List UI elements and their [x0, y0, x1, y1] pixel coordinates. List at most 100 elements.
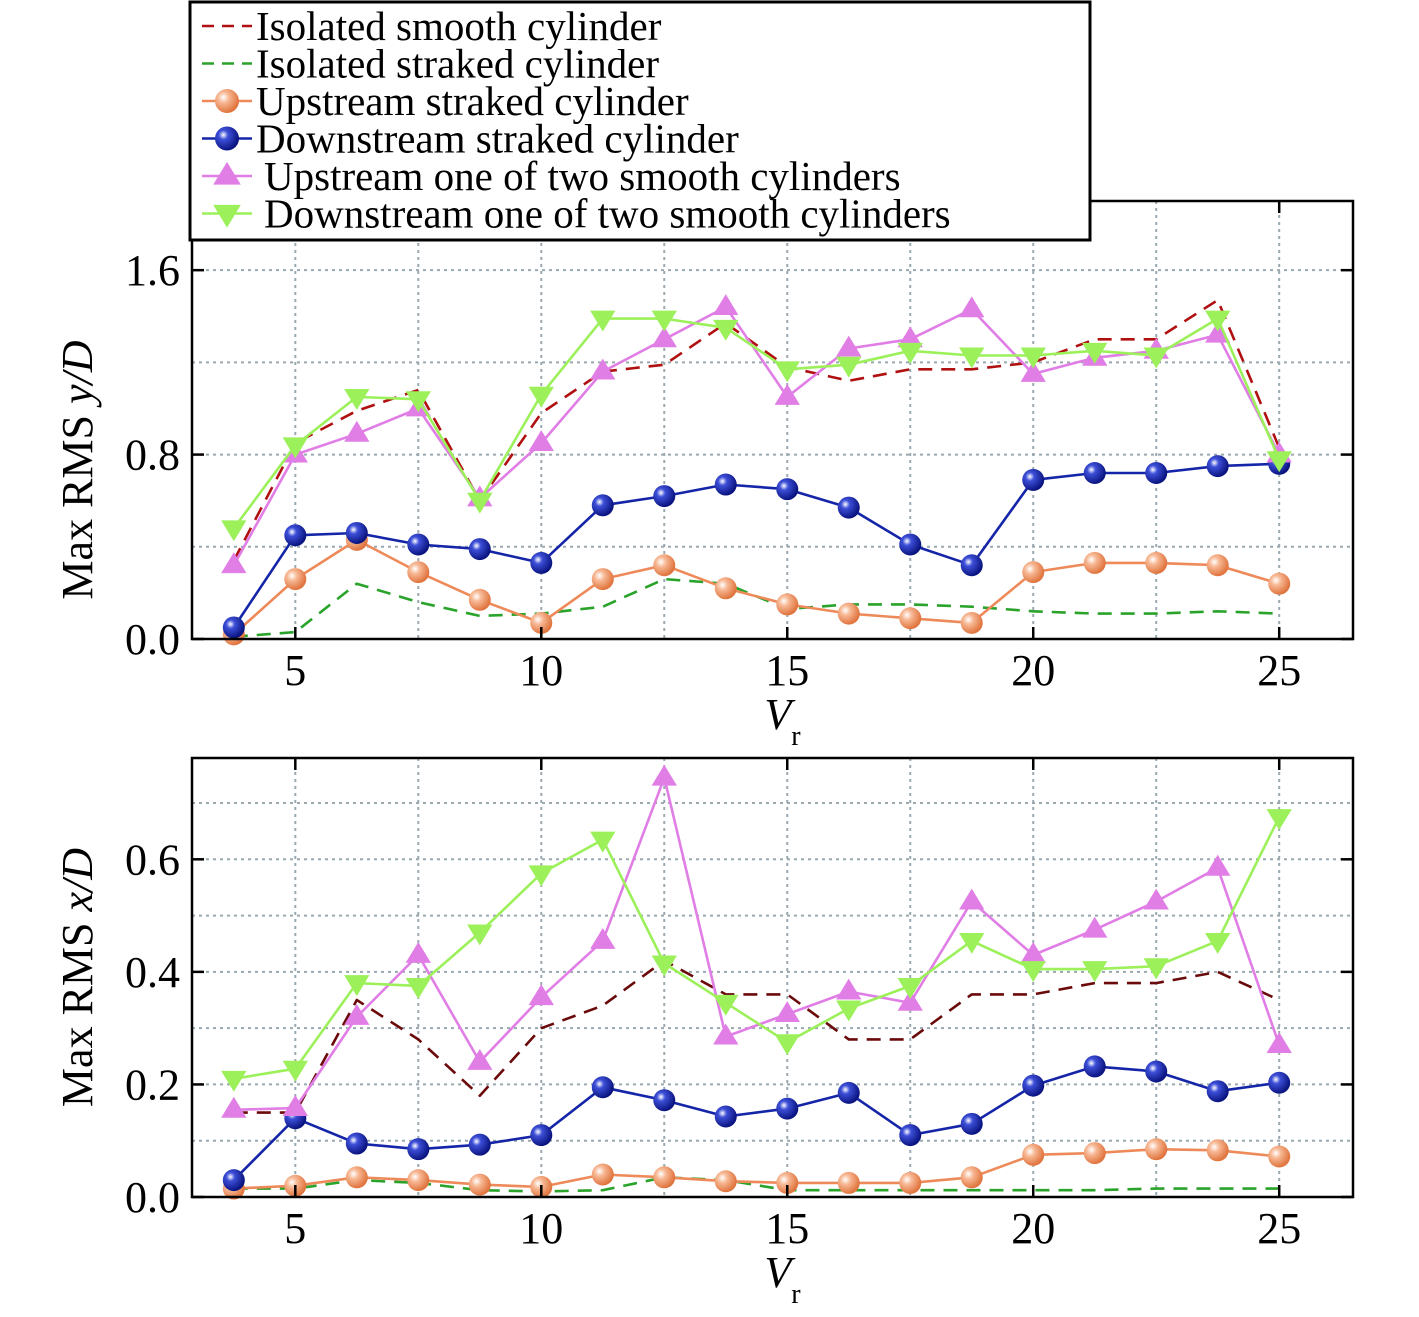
legend-label: Downstream straked cylinder [256, 116, 739, 162]
legend-label: Downstream one of two smooth cylinders [264, 191, 951, 237]
x-tick-label: 25 [1257, 1204, 1301, 1253]
data-point [345, 1166, 368, 1189]
x-tick-label: 20 [1011, 646, 1055, 695]
data-point [1143, 347, 1169, 369]
data-point [1206, 1139, 1229, 1162]
data-point [1205, 310, 1231, 332]
data-point [1022, 1143, 1045, 1166]
data-point [528, 430, 554, 451]
series-line [232, 462, 1280, 629]
data-point [1020, 961, 1046, 983]
data-point [1020, 347, 1046, 369]
data-point [1082, 916, 1108, 938]
series-line [233, 1147, 1280, 1190]
y-tick-label: 0.0 [125, 615, 180, 664]
data-point [344, 975, 370, 997]
data-point [221, 1096, 247, 1118]
data-point [959, 932, 985, 954]
series-1 [233, 959, 1280, 1114]
data-point [837, 496, 860, 519]
data-point [651, 955, 677, 977]
data-point [1268, 572, 1291, 595]
data-point [653, 485, 676, 508]
data-point [1266, 809, 1292, 831]
y-tick-label: 0.0 [125, 1173, 180, 1222]
legend-label: Upstream one of two smooth cylinders [264, 153, 901, 199]
y-axis-label-var: x/D [53, 848, 102, 913]
data-point [837, 1081, 860, 1104]
data-point [282, 437, 308, 459]
y-axis-label: Max RMS x/D [53, 848, 102, 1107]
data-point [960, 1112, 983, 1135]
data-point [897, 989, 923, 1011]
legend-label: Isolated straked cylinder [256, 41, 659, 87]
y-axis-label-prefix: Max RMS [53, 911, 102, 1107]
x-tick-label: 5 [284, 646, 306, 695]
x-tick-label: 15 [765, 1204, 809, 1253]
legend-label: Upstream straked cylinder [256, 78, 689, 124]
data-point [651, 310, 677, 332]
data-point [713, 319, 739, 341]
legend-swatch-marker [215, 126, 239, 151]
x-tick-label: 20 [1011, 1204, 1055, 1253]
data-point [899, 533, 922, 556]
data-point [221, 552, 247, 574]
data-point [590, 831, 616, 853]
y-tick-label: 0.2 [125, 1060, 180, 1109]
x-axis-label-main: V [764, 1248, 796, 1297]
legend-swatch-marker [213, 161, 241, 185]
data-point [282, 1060, 308, 1082]
data-point [468, 538, 491, 561]
legend-entry: Upstream straked cylinder [202, 78, 689, 124]
x-tick-label: 10 [519, 1204, 563, 1253]
data-point [590, 927, 616, 949]
data-point [836, 335, 862, 357]
legend-swatch-marker [213, 204, 241, 228]
data-point [1205, 854, 1231, 876]
x-tick-label: 15 [765, 646, 809, 695]
data-point [405, 978, 431, 999]
data-point [776, 1171, 799, 1194]
data-point [713, 294, 739, 315]
series-5 [221, 764, 1292, 1118]
data-point [1145, 1138, 1168, 1161]
data-point [528, 386, 554, 408]
data-point [1082, 961, 1108, 983]
data-point [405, 391, 431, 413]
data-point [1020, 942, 1046, 963]
legend-label: Isolated smooth cylinder [256, 3, 662, 49]
x-axis-label-sub: r [791, 1279, 801, 1310]
data-point [345, 1132, 368, 1155]
data-point [836, 978, 862, 1000]
data-point [407, 1169, 430, 1192]
data-point [407, 561, 430, 584]
data-point [468, 1173, 491, 1196]
y-tick-label: 0.8 [125, 431, 180, 480]
data-point [653, 554, 676, 577]
data-point [407, 533, 430, 556]
data-point [899, 1171, 922, 1194]
legend-entry: Isolated straked cylinder [202, 41, 659, 87]
series-line [233, 776, 1281, 1112]
data-point [774, 1034, 800, 1056]
data-point [407, 1138, 430, 1161]
plot-frame [190, 756, 1355, 1199]
data-point [653, 1166, 676, 1189]
data-point [344, 420, 370, 442]
x-tick-label: 10 [519, 646, 563, 695]
series-1 [232, 298, 1281, 562]
data-point [774, 383, 800, 405]
y-tick-label: 1.6 [125, 246, 180, 295]
data-point [1022, 1074, 1045, 1097]
data-point [774, 1001, 800, 1023]
legend-entry: Downstream straked cylinder [202, 116, 739, 162]
data-point [344, 1003, 370, 1025]
series-3 [222, 1138, 1291, 1200]
data-point [776, 478, 799, 501]
data-point [405, 942, 431, 963]
data-point [1266, 1032, 1292, 1053]
data-point [468, 588, 491, 611]
series-line [233, 959, 1280, 1114]
data-point [714, 473, 737, 496]
